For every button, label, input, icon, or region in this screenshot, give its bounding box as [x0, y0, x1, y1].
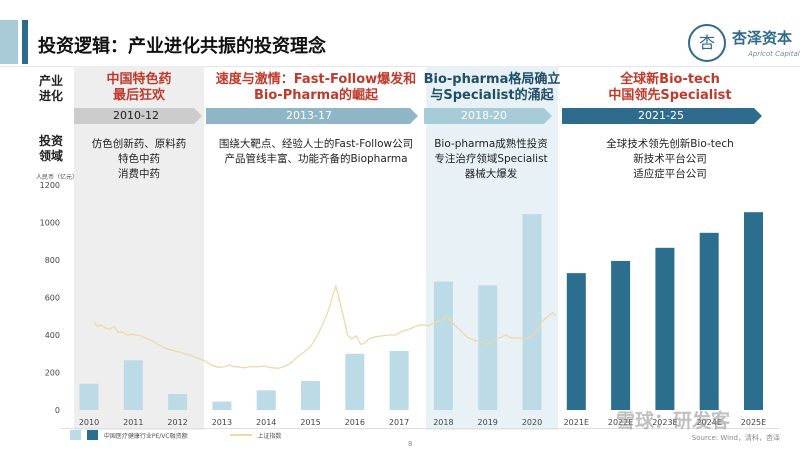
logo: 杏 杏泽资本 Apricot Capital	[688, 24, 800, 66]
footer-divider	[60, 428, 780, 429]
arrow-2013-17	[206, 108, 418, 124]
x-tick-label: 2012	[167, 418, 187, 427]
bar-2010	[79, 383, 99, 410]
period-head-4-text: 全球新Bio-tech 中国领先Specialist	[608, 72, 732, 103]
bar-2018	[433, 281, 453, 410]
x-tick-label: 2019	[478, 418, 498, 427]
logo-name: 杏泽资本	[732, 29, 793, 47]
y-tick-label: 800	[45, 256, 60, 265]
side-label-industry-text: 产业 进化	[38, 74, 63, 103]
x-tick-label: 2023E	[652, 418, 677, 427]
x-tick-label: 2024E	[696, 418, 721, 427]
x-tick-label: 2020	[522, 418, 542, 427]
source-note: Source: Wind，清科，杏泽	[691, 434, 780, 442]
bar-2023E	[655, 247, 675, 410]
period-desc-3: Bio-pharma成熟性投资 专注治疗领域Specialist 器械大爆发	[424, 137, 558, 182]
period-range-2021-25: 2021-25	[638, 109, 684, 122]
y-tick-label: 200	[45, 369, 60, 378]
arrow-2010-12	[74, 108, 202, 124]
bar-2025E	[744, 212, 763, 410]
side-label-investment-text: 投资 领域	[38, 134, 63, 163]
x-tick-label: 2021E	[564, 418, 589, 427]
legend-line-label: 上证指数	[257, 432, 282, 440]
bar-2017	[389, 350, 409, 410]
x-tick-label: 2015	[300, 418, 320, 427]
x-tick-label: 2017	[389, 418, 409, 427]
legend-line-swatch	[229, 434, 252, 436]
bar-2012	[168, 394, 188, 410]
bar-2014	[256, 390, 276, 410]
period-desc-2-text: 围绕大靶点、经验人士的Fast-Follow公司 产品管线丰富、功能齐备的Biop…	[218, 138, 414, 165]
y-tick-label: 0	[55, 406, 60, 415]
period-range-2013-17: 2013-17	[286, 109, 332, 122]
accent-bar	[0, 20, 18, 64]
watermark: 雪球：研发客	[616, 410, 731, 432]
logo-seal-icon: 杏	[688, 24, 726, 62]
bar-2020	[522, 214, 542, 410]
x-tick-label: 2016	[345, 418, 365, 427]
y-tick-label: 400	[45, 331, 60, 340]
x-tick-label: 2013	[212, 418, 232, 427]
y-tick-label: 1000	[40, 219, 60, 228]
period-desc-3-text: Bio-pharma成熟性投资 专注治疗领域Specialist 器械大爆发	[434, 138, 548, 180]
period-head-4: 全球新Bio-tech 中国领先Specialist	[580, 72, 760, 104]
period-head-3: Bio-pharma格局确立 与Specialist的涌起	[418, 72, 566, 104]
bar-2015	[301, 380, 320, 410]
period-head-2-text: 速度与激情：Fast-Follow爆发和 Bio-Pharma的崛起	[215, 72, 417, 103]
legend-swatch-dark	[86, 430, 98, 440]
legend-swatch-light	[70, 430, 81, 440]
accent-bar-dark	[22, 20, 28, 64]
x-tick-label: 2022E	[608, 418, 633, 427]
y-tick-label: 600	[45, 294, 60, 303]
bar-2024E	[699, 232, 719, 410]
index-line	[93, 284, 557, 370]
period-desc-2: 围绕大靶点、经验人士的Fast-Follow公司 产品管线丰富、功能齐备的Biop…	[206, 137, 426, 167]
x-tick-label: 2014	[256, 418, 276, 427]
period-range-2018-20: 2018-20	[461, 109, 507, 122]
period-desc-1: 仿色创新药、原料药 特色中药 消费中药	[74, 137, 204, 182]
logo-subtitle: Apricot Capital	[748, 50, 800, 58]
bar-2019	[478, 285, 498, 410]
period-desc-4: 全球技术领先创新Bio-tech 新技术平台公司 适应症平台公司	[580, 137, 760, 182]
period-head-1-text: 中国特色药 最后狂欢	[106, 72, 172, 103]
chart-legend: 中国医疗健康行业PE/VC融资额 上证指数	[70, 430, 281, 444]
legend-bar-label: 中国医疗健康行业PE/VC融资额	[103, 432, 188, 440]
page-number: 8	[408, 440, 413, 448]
period-range-2010-12: 2010-12	[113, 109, 159, 122]
bar-2022E	[611, 260, 631, 410]
y-tick-label: 1200	[40, 181, 60, 190]
y-axis-unit-label: 人民币（亿元）	[36, 174, 79, 181]
arrow-2021-25	[562, 108, 762, 124]
bar-2013	[212, 401, 232, 410]
period-head-2: 速度与激情：Fast-Follow爆发和 Bio-Pharma的崛起	[206, 72, 426, 104]
side-label-industry: 产业 进化	[36, 74, 66, 104]
period-desc-4-text: 全球技术领先创新Bio-tech 新技术平台公司 适应症平台公司	[606, 138, 734, 180]
x-tick-label: 2011	[123, 418, 143, 427]
period-head-3-text: Bio-pharma格局确立 与Specialist的涌起	[423, 72, 561, 103]
title-divider	[0, 66, 800, 67]
x-tick-label: 2018	[433, 418, 453, 427]
bar-2016	[345, 353, 365, 410]
bar-2021E	[566, 273, 586, 410]
x-tick-label: 2010	[79, 418, 99, 427]
page-title: 投资逻辑：产业进化共振的投资理念	[38, 36, 326, 57]
x-tick-label: 2025E	[741, 418, 766, 427]
period-head-1: 中国特色药 最后狂欢	[74, 72, 204, 104]
bar-2011	[123, 360, 143, 410]
period-desc-1-text: 仿色创新药、原料药 特色中药 消费中药	[91, 138, 187, 180]
side-label-investment: 投资 领域	[36, 134, 66, 164]
arrow-2018-20	[424, 108, 552, 124]
